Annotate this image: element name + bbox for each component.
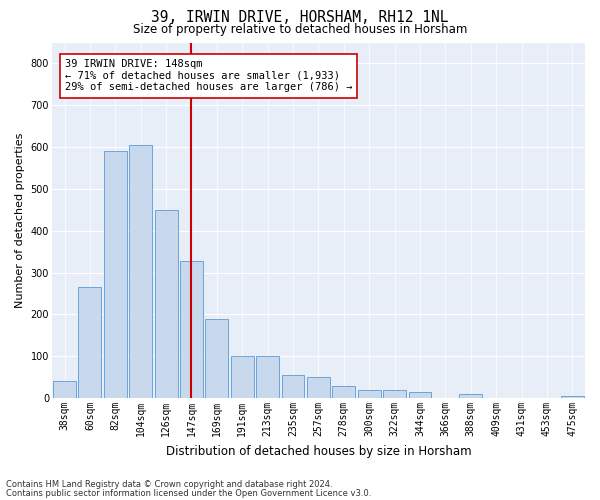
Bar (155, 210, 178, 398)
Bar (205, 318, 228, 398)
Bar (307, 377, 330, 398)
Bar (256, 356, 279, 398)
Bar (104, 152, 127, 398)
Y-axis label: Number of detached properties: Number of detached properties (15, 132, 25, 308)
Text: Size of property relative to detached houses in Horsham: Size of property relative to detached ho… (133, 22, 467, 36)
Bar (332, 386, 355, 398)
Bar (460, 394, 482, 398)
Text: 39 IRWIN DRIVE: 148sqm
← 71% of detached houses are smaller (1,933)
29% of semi-: 39 IRWIN DRIVE: 148sqm ← 71% of detached… (65, 59, 352, 92)
Bar (180, 262, 203, 398)
Bar (129, 145, 152, 398)
Text: Contains HM Land Registry data © Crown copyright and database right 2024.: Contains HM Land Registry data © Crown c… (6, 480, 332, 489)
Text: 39, IRWIN DRIVE, HORSHAM, RH12 1NL: 39, IRWIN DRIVE, HORSHAM, RH12 1NL (151, 10, 449, 25)
Bar (383, 390, 406, 398)
Bar (281, 375, 304, 398)
Bar (231, 356, 254, 398)
Text: Contains public sector information licensed under the Open Government Licence v3: Contains public sector information licen… (6, 488, 371, 498)
Bar (53, 382, 76, 398)
Bar (79, 288, 101, 398)
Bar (409, 392, 431, 398)
Bar (561, 396, 584, 398)
Bar (358, 390, 380, 398)
X-axis label: Distribution of detached houses by size in Horsham: Distribution of detached houses by size … (166, 444, 471, 458)
